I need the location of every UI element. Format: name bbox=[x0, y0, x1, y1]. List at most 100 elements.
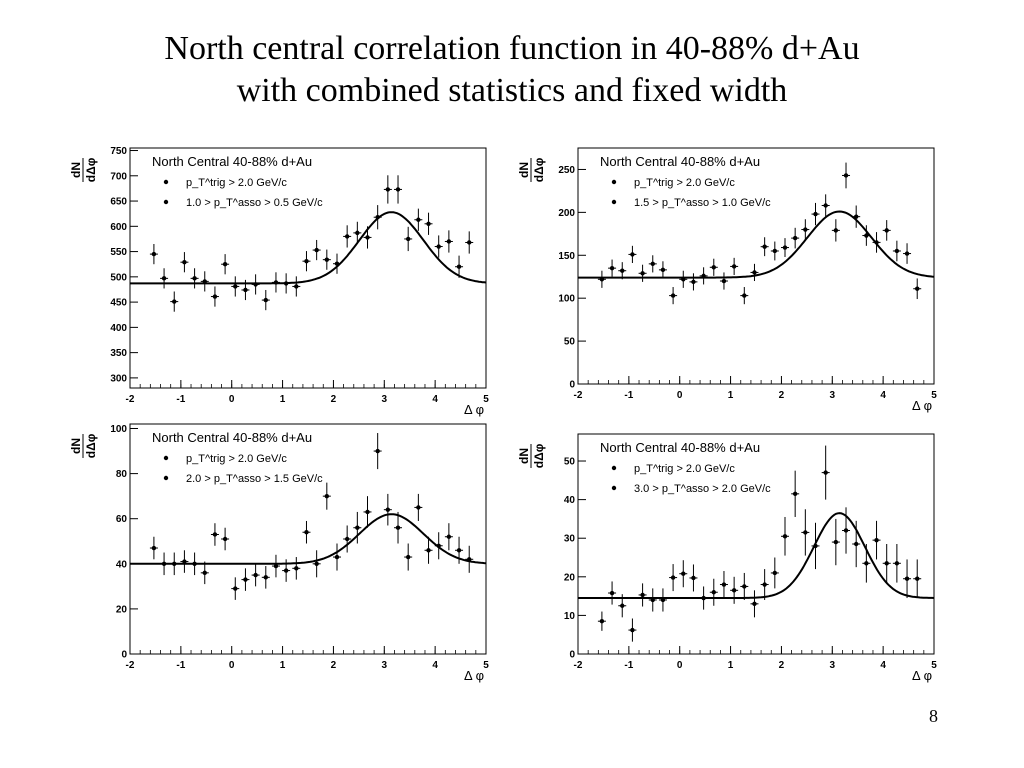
plot-frame bbox=[577, 433, 935, 655]
x-axis-label: Δ φ bbox=[464, 668, 484, 683]
data-point bbox=[792, 235, 798, 241]
slide-title-line-2: with combined statistics and fixed width bbox=[236, 72, 788, 109]
data-point bbox=[446, 534, 452, 539]
data-point bbox=[640, 271, 645, 276]
x-tick-label: -2 bbox=[126, 660, 135, 671]
x-tick-label: 1 bbox=[280, 394, 286, 405]
x-tick-label: 2 bbox=[331, 660, 337, 671]
x-tick-label: -2 bbox=[126, 394, 135, 405]
data-point bbox=[864, 233, 869, 238]
y-axis-label-numerator: dN bbox=[69, 162, 83, 178]
y-tick-label: 0 bbox=[121, 650, 127, 661]
legend-entry: 1.5 > p_T^asso > 1.0 GeV/c bbox=[634, 197, 771, 209]
data-point bbox=[151, 545, 157, 551]
y-tick-label: 600 bbox=[110, 222, 127, 233]
data-point bbox=[263, 575, 268, 580]
y-axis-label: dN dΔφ bbox=[517, 157, 546, 182]
legend-entry: 1.0 > p_T^asso > 0.5 GeV/c bbox=[186, 197, 323, 209]
data-point bbox=[670, 575, 676, 580]
data-point bbox=[630, 627, 635, 633]
legend-title: North Central 40-88% d+Au bbox=[600, 154, 760, 169]
x-tick-label: 1 bbox=[728, 660, 734, 671]
data-point bbox=[904, 251, 910, 256]
data-point bbox=[742, 293, 747, 298]
data-point bbox=[314, 561, 319, 567]
x-tick-label: 0 bbox=[229, 394, 235, 405]
data-point bbox=[660, 267, 666, 273]
data-point bbox=[273, 563, 279, 569]
x-tick-label: 0 bbox=[229, 660, 235, 671]
legend-marker bbox=[611, 465, 617, 471]
y-tick-label: 40 bbox=[564, 495, 576, 506]
data-point bbox=[894, 248, 900, 254]
data-point bbox=[253, 572, 258, 578]
x-tick-label: 4 bbox=[432, 660, 438, 671]
data-point bbox=[823, 470, 828, 475]
legend-title: North Central 40-88% d+Au bbox=[152, 430, 312, 445]
data-point bbox=[212, 532, 218, 537]
data-point bbox=[416, 505, 421, 510]
x-tick-label: -1 bbox=[176, 660, 185, 671]
data-point bbox=[294, 284, 299, 289]
y-tick-label: 40 bbox=[116, 559, 128, 570]
data-point bbox=[426, 548, 431, 553]
data-point bbox=[691, 575, 696, 581]
data-point bbox=[833, 228, 839, 233]
y-axis-label-numerator: dN bbox=[69, 438, 83, 454]
data-point bbox=[263, 297, 268, 303]
x-tick-label: 4 bbox=[432, 394, 438, 405]
data-point bbox=[803, 530, 808, 535]
data-point bbox=[395, 187, 401, 192]
x-tick-label: -2 bbox=[574, 390, 583, 401]
plot-frame bbox=[129, 147, 487, 389]
data-point bbox=[762, 244, 767, 249]
data-point bbox=[456, 264, 462, 269]
data-point bbox=[711, 265, 716, 270]
y-tick-label: 100 bbox=[558, 294, 575, 305]
y-axis-label: dN dΔφ bbox=[69, 433, 98, 458]
x-tick-label: -1 bbox=[624, 660, 633, 671]
x-axis-label: Δ φ bbox=[464, 402, 484, 417]
y-tick-label: 300 bbox=[110, 373, 127, 384]
data-point bbox=[721, 278, 727, 284]
legend-marker bbox=[163, 199, 169, 205]
x-tick-label: -2 bbox=[574, 660, 583, 671]
x-axis-label: Δ φ bbox=[912, 668, 932, 683]
data-point bbox=[620, 603, 625, 608]
y-tick-label: 450 bbox=[110, 298, 127, 309]
x-tick-label: -1 bbox=[624, 390, 633, 401]
data-point bbox=[202, 570, 207, 576]
slide-title-line-1: North central correlation function in 40… bbox=[164, 30, 860, 67]
data-point bbox=[915, 286, 920, 291]
data-point bbox=[344, 536, 350, 542]
x-tick-label: 4 bbox=[880, 660, 886, 671]
data-point bbox=[182, 559, 187, 564]
y-axis-label-denominator: dΔφ bbox=[532, 157, 546, 182]
data-point bbox=[385, 187, 391, 192]
data-point bbox=[182, 259, 187, 265]
data-point bbox=[446, 239, 452, 244]
data-point bbox=[711, 590, 716, 595]
data-point bbox=[884, 228, 889, 233]
data-point bbox=[782, 245, 788, 250]
data-point bbox=[385, 507, 391, 512]
x-tick-label: 3 bbox=[830, 660, 836, 671]
x-tick-label: 4 bbox=[880, 390, 886, 401]
fit-curve bbox=[130, 513, 487, 565]
data-point bbox=[823, 203, 828, 208]
data-point bbox=[467, 240, 472, 245]
data-point bbox=[792, 491, 798, 497]
y-tick-label: 150 bbox=[558, 251, 575, 262]
x-tick-label: 3 bbox=[382, 394, 388, 405]
x-tick-label: 5 bbox=[931, 660, 937, 671]
data-point bbox=[670, 293, 676, 298]
data-point bbox=[161, 276, 167, 281]
data-point bbox=[813, 211, 818, 217]
x-tick-label: 5 bbox=[483, 660, 489, 671]
data-point bbox=[283, 568, 289, 573]
data-point bbox=[212, 294, 218, 299]
data-point bbox=[172, 299, 177, 304]
data-point bbox=[884, 561, 889, 566]
data-point bbox=[151, 251, 157, 257]
data-point bbox=[843, 528, 849, 533]
